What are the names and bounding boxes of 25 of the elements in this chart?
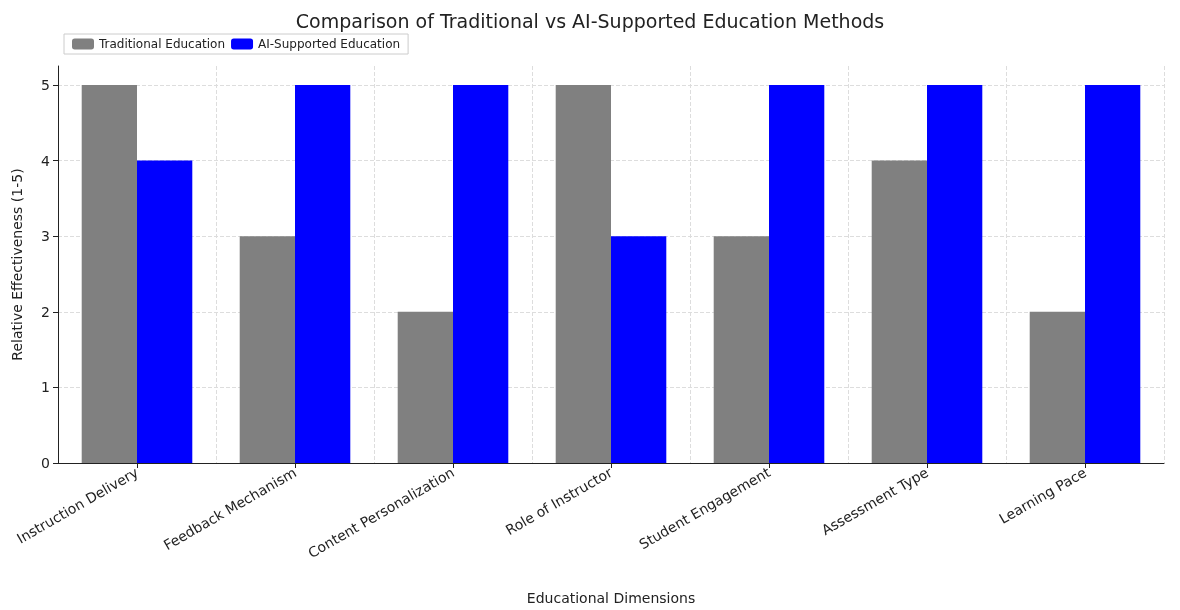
- x-axis-title: Educational Dimensions: [526, 590, 696, 606]
- y-tick-label: 2: [41, 303, 50, 320]
- bar: [295, 84, 351, 463]
- bar: [137, 160, 193, 463]
- bar: [555, 84, 611, 463]
- legend-label: Traditional Education: [98, 37, 226, 51]
- y-axis-title: Relative Effectiveness (1-5): [9, 168, 25, 361]
- bar: [927, 84, 983, 463]
- chart-title: Comparison of Traditional vs AI-Supported Education Methods: [295, 9, 885, 32]
- y-tick-label: 5: [41, 76, 50, 93]
- bar: [81, 84, 137, 463]
- y-tick-label: 1: [41, 379, 50, 396]
- bar: [397, 311, 453, 463]
- bar: [453, 84, 509, 463]
- bar: [1029, 311, 1085, 463]
- y-tick-label: 4: [41, 152, 51, 169]
- bar: [611, 236, 667, 463]
- y-tick-label: 3: [41, 228, 50, 245]
- bar: [239, 236, 295, 463]
- legend-label: AI-Supported Education: [258, 37, 401, 51]
- bar: [769, 84, 825, 463]
- bar: [713, 236, 769, 463]
- bar: [1085, 84, 1141, 463]
- bar: [871, 160, 927, 463]
- y-tick-label: 0: [41, 455, 50, 471]
